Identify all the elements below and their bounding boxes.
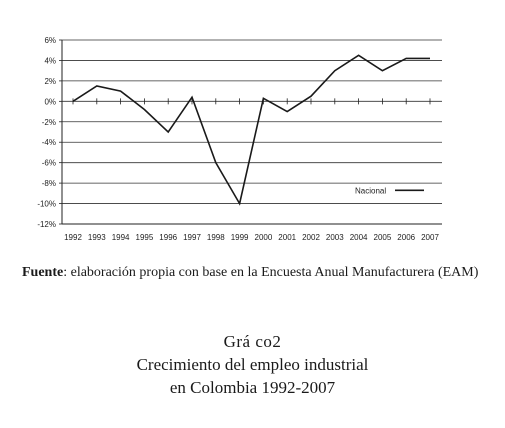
x-tick-label: 1995 bbox=[136, 233, 154, 242]
series-group bbox=[72, 54, 430, 206]
figure-number: Grá co2 bbox=[223, 332, 282, 351]
y-tick-label: -2% bbox=[42, 118, 56, 127]
x-tick-label: 1996 bbox=[159, 233, 177, 242]
y-tick-label: -6% bbox=[42, 159, 56, 168]
caption-line-1: Crecimiento del empleo industrial bbox=[136, 355, 369, 374]
x-tick-label: 2007 bbox=[421, 233, 439, 242]
x-tick-label: 2002 bbox=[302, 233, 320, 242]
legend: Nacional bbox=[355, 186, 424, 195]
x-tick-label: 2001 bbox=[278, 233, 296, 242]
source-label: Fuente bbox=[22, 265, 64, 280]
y-tick-label: -8% bbox=[42, 179, 56, 188]
y-tick-label: 0% bbox=[44, 97, 56, 106]
x-tick-label: 1993 bbox=[88, 233, 106, 242]
grid-lines bbox=[62, 39, 442, 225]
y-tick-label: -10% bbox=[37, 200, 56, 209]
x-tick-label: 2006 bbox=[397, 233, 415, 242]
caption-line-2: en Colombia 1992-2007 bbox=[169, 378, 336, 397]
x-tick-label: 2004 bbox=[350, 233, 368, 242]
x-tick-label: 1997 bbox=[183, 233, 201, 242]
y-tick-labels: 6% 4% 2% 0% -2% -4% -6% -8% -10% -12% bbox=[37, 36, 62, 229]
legend-label: Nacional bbox=[355, 186, 386, 195]
line-chart: 6%4%2%0%-2%-4%-6%-8%-10%-12% 1992 1993 199… bbox=[37, 36, 442, 242]
source-text: : elaboración propia con base en la Encu… bbox=[63, 265, 479, 280]
x-tick-label: 2005 bbox=[374, 233, 392, 242]
y-tick-label: -12% bbox=[37, 220, 56, 229]
y-tick-label: 6% bbox=[44, 36, 56, 45]
y-tick-label: 4% bbox=[44, 56, 56, 65]
x-tick-label: 2000 bbox=[255, 233, 273, 242]
y-tick-label: -4% bbox=[42, 138, 56, 147]
series-line-nacional bbox=[72, 54, 430, 206]
x-tick-label: 2003 bbox=[326, 233, 344, 242]
y-tick-label: 2% bbox=[44, 77, 56, 86]
x-tick-label: 1992 bbox=[64, 233, 82, 242]
x-tick-label: 1994 bbox=[112, 233, 130, 242]
figure-caption: Grá co2 Crecimiento del empleo industria… bbox=[0, 330, 505, 399]
source-note: Fuente: elaboración propia con base en l… bbox=[22, 263, 492, 283]
x-tick-labels: 1992 1993 1994 1995 1996 1997 1998 1999 2000 2001… bbox=[64, 98, 439, 242]
x-tick-label: 1998 bbox=[207, 233, 225, 242]
x-tick-label: 1999 bbox=[231, 233, 249, 242]
